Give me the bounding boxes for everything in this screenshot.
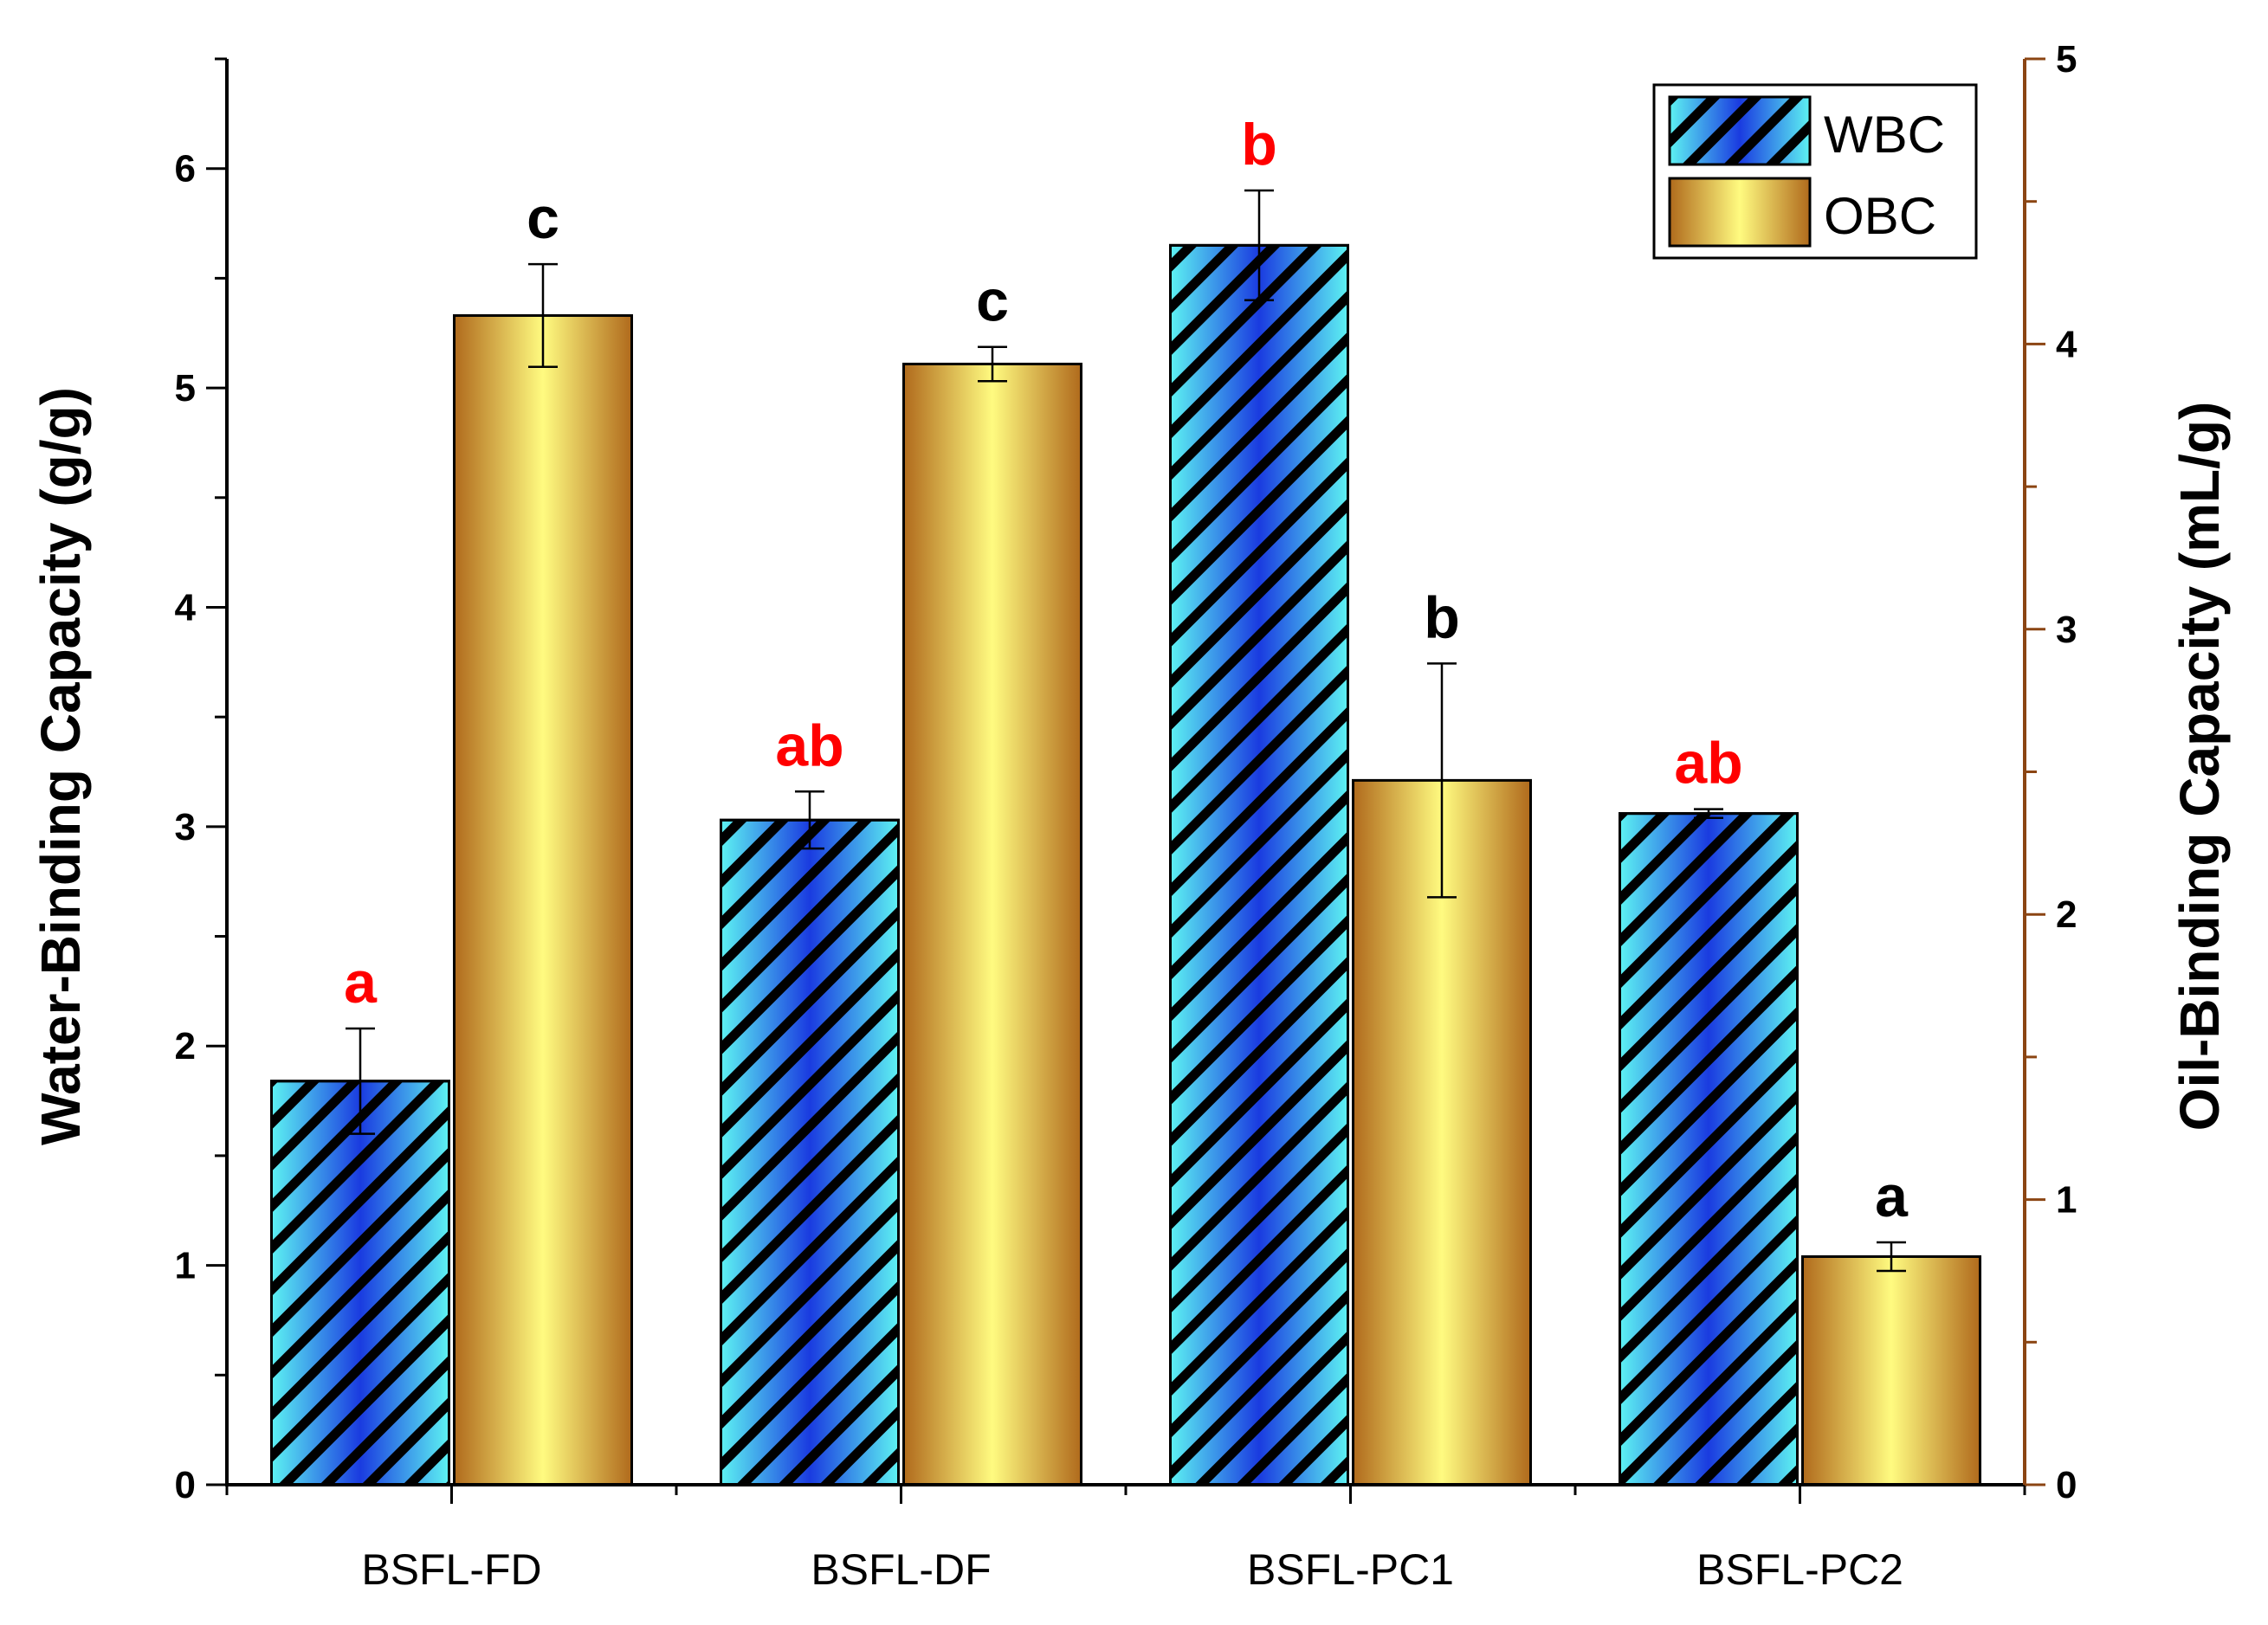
bar-obc-bsfl-pc2 [1801,1254,1981,1486]
error-bar-obc-bsfl-pc1 [1427,662,1457,899]
y2-tick-label: 5 [2056,38,2077,81]
error-bar-obc-bsfl-fd [528,262,558,369]
y2-tick-label: 1 [2056,1179,2077,1222]
x-tick-label: BSFL-DF [811,1545,991,1594]
x-tick-label: BSFL-PC1 [1247,1545,1454,1594]
sig-label-obc-bsfl-fd: c [527,185,559,251]
bar-obc-bsfl-df [902,362,1082,1486]
error-bar-wbc-bsfl-pc2 [1694,808,1723,819]
sig-label-wbc-bsfl-pc2: ab [1674,731,1742,796]
bar-hatch-wbc-bsfl-fd [270,1080,450,1486]
y-tick-label: 3 [175,806,196,848]
y-tick-label: 2 [175,1025,196,1067]
y-axis-title: Water-Binding Capacity (g/g) [29,387,92,1145]
sig-label-wbc-bsfl-fd: a [344,950,378,1016]
y2-tick-label: 0 [2056,1464,2077,1506]
error-bar-wbc-bsfl-df [795,790,824,850]
y2-tick-label: 4 [2056,323,2077,365]
bar-hatch-wbc-bsfl-pc1 [1169,243,1349,1486]
sig-label-obc-bsfl-pc2: a [1875,1164,1909,1229]
x-tick-label: BSFL-FD [361,1545,541,1594]
y-tick-label: 4 [175,586,197,629]
y2-tick-label: 3 [2056,609,2077,651]
legend-label-wbc: WBC [1824,106,1945,164]
sig-label-wbc-bsfl-pc1: b [1241,112,1277,177]
sig-label-obc-bsfl-df: c [976,268,1009,334]
error-bar-wbc-bsfl-fd [346,1027,375,1135]
y-tick-label: 0 [175,1464,196,1506]
x-tick-label: BSFL-PC2 [1696,1545,1903,1594]
error-bar-wbc-bsfl-pc1 [1244,189,1274,301]
bar-hatch-wbc-bsfl-pc2 [1619,812,1799,1486]
y-tick-label: 1 [175,1245,196,1287]
y2-axis-title: Oil-Binding Capacity (mL/g) [2168,402,2231,1132]
sig-label-obc-bsfl-pc1: b [1424,584,1460,650]
y2-tick-label: 2 [2056,893,2077,936]
legend: WBC OBC [1652,83,1978,260]
error-bar-obc-bsfl-df [978,345,1007,383]
legend-swatch-wbc-hatch [1668,95,1812,166]
bar-obc-bsfl-fd [453,313,633,1486]
y-tick-label: 5 [175,367,196,409]
legend-swatch-obc [1668,177,1812,248]
y-tick-label: 6 [175,148,196,190]
bar-hatch-wbc-bsfl-df [720,818,900,1486]
error-bar-obc-bsfl-pc2 [1877,1241,1906,1273]
legend-label-obc: OBC [1824,187,1936,245]
sig-label-wbc-bsfl-df: ab [775,713,843,778]
